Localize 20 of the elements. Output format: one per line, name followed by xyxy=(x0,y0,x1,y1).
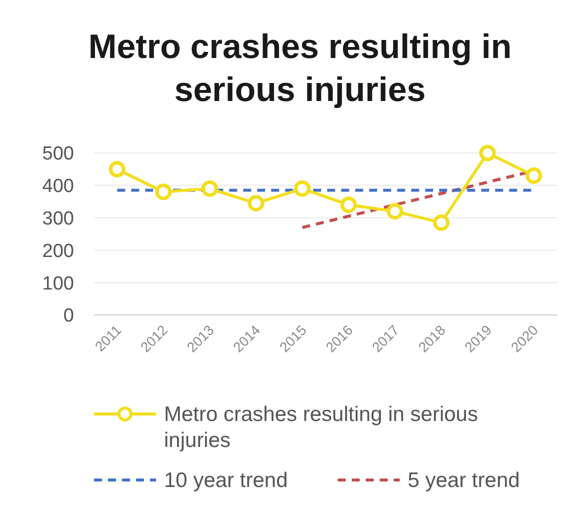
point xyxy=(108,160,126,178)
y-tick-label: 300 xyxy=(42,208,74,230)
legend-label: Metro crashes resulting in serious injuries xyxy=(164,403,478,452)
legend-label: 5 year trend xyxy=(408,469,520,492)
y-tick-label: 0 xyxy=(63,306,74,327)
y-tick-label: 500 xyxy=(42,144,74,165)
point xyxy=(248,194,264,212)
point xyxy=(386,203,404,220)
chart-title: Metro crashes resulting in serious injuries xyxy=(88,28,512,109)
point xyxy=(526,167,542,184)
y-tick-label: 200 xyxy=(42,240,74,262)
y-tick-label: 400 xyxy=(42,176,74,198)
point xyxy=(340,196,357,214)
y-tick-label: 100 xyxy=(42,273,74,294)
legend-label: 10 year trend xyxy=(164,469,288,492)
point xyxy=(479,144,496,162)
point xyxy=(202,180,218,197)
point xyxy=(294,180,311,197)
point xyxy=(433,214,450,231)
point xyxy=(155,184,172,200)
